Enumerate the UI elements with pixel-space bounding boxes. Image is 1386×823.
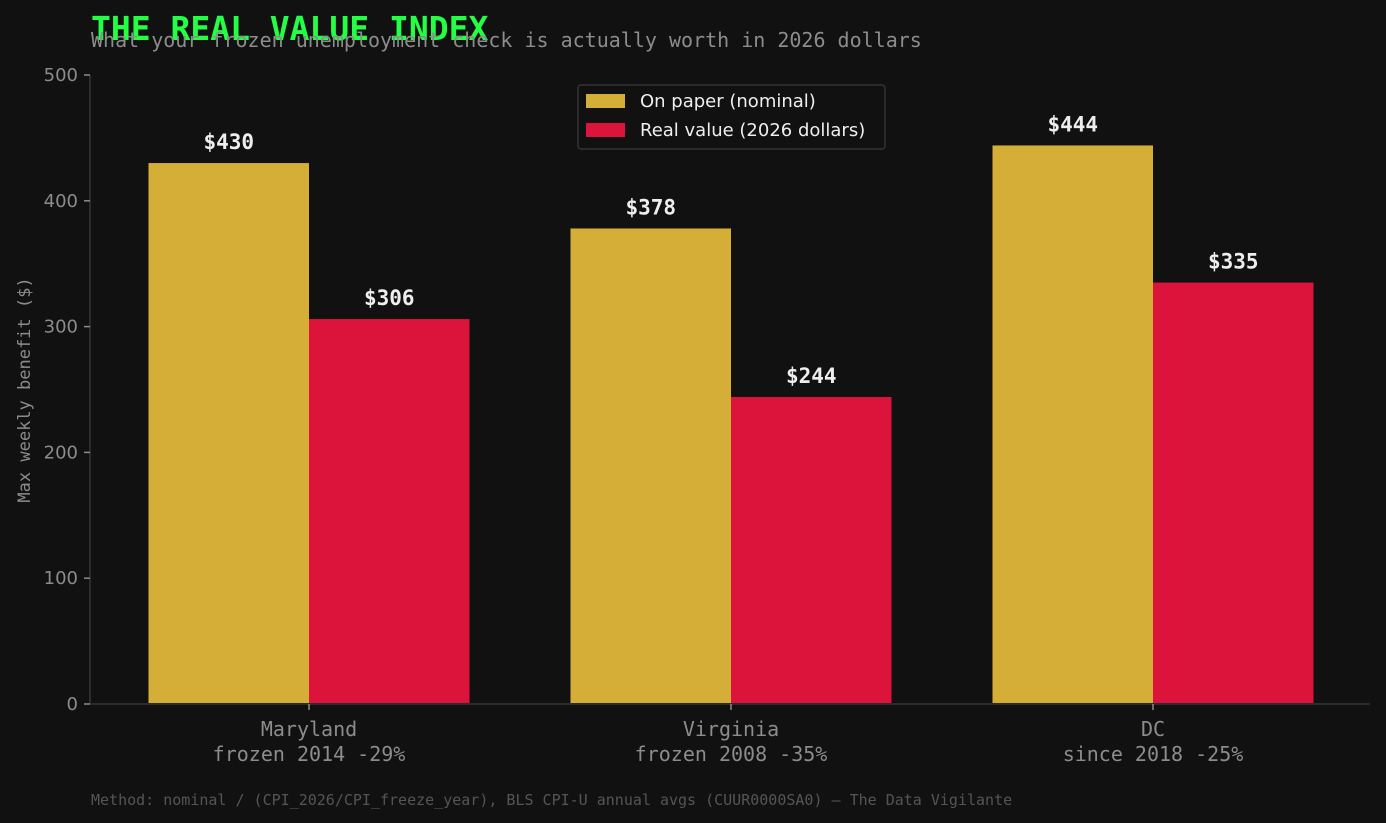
- y-tick-label: 500: [44, 65, 78, 86]
- x-tick-label-line: Virginia: [683, 717, 779, 741]
- bar-nominal-1: [570, 228, 731, 704]
- value-label-real-0: $306: [364, 286, 415, 310]
- legend-entry-nominal: On paper (nominal): [640, 91, 816, 112]
- bars-layer: [148, 145, 1314, 704]
- legend: On paper (nominal) Real value (2026 doll…: [577, 84, 886, 150]
- bar-nominal-0: [148, 163, 309, 704]
- value-label-nominal-2: $444: [1047, 112, 1098, 136]
- y-tick-label: 200: [44, 442, 78, 463]
- y-tick-label: 0: [67, 694, 78, 715]
- chart-subtitle: What your frozen unemployment check is a…: [91, 28, 922, 52]
- chart-title: THE REAL VALUE INDEX: [91, 9, 488, 48]
- x-tick-label-line: Maryland: [261, 717, 357, 741]
- axes-layer: 0 100 200 300 400 500 Maryland frozen 2014 -29%…: [44, 65, 1370, 766]
- legend-swatch-real: [586, 123, 625, 137]
- x-tick-label-line: frozen 2008 -35%: [635, 742, 828, 766]
- x-tick-label-line: DC: [1141, 717, 1165, 741]
- x-tick-label: Maryland frozen 2014 -29%: [213, 717, 406, 766]
- x-tick-label-line: frozen 2014 -29%: [213, 742, 406, 766]
- x-tick-label: DC since 2018 -25%: [1063, 717, 1244, 766]
- value-label-real-1: $244: [786, 364, 837, 388]
- value-labels-layer: $430 $378 $444 $306 $244 $335: [203, 112, 1258, 388]
- y-tick-label: 100: [44, 568, 78, 589]
- legend-frame: [577, 84, 886, 150]
- y-tick-label: 300: [44, 317, 78, 338]
- method-footnote: Method: nominal / (CPI_2026/CPI_freeze_y…: [91, 791, 1012, 809]
- value-label-real-2: $335: [1208, 250, 1259, 274]
- y-axis-label: Max weekly benefit ($): [15, 277, 35, 502]
- bar-nominal-2: [992, 145, 1153, 704]
- y-tick-label: 400: [44, 191, 78, 212]
- legend-entry-real: Real value (2026 dollars): [640, 120, 865, 141]
- value-label-nominal-1: $378: [625, 195, 676, 219]
- value-label-nominal-0: $430: [203, 130, 254, 154]
- bar-real-2: [1153, 282, 1314, 704]
- legend-swatch-nominal: [586, 94, 625, 108]
- bar-real-1: [731, 397, 892, 704]
- bar-real-0: [309, 319, 470, 704]
- x-tick-label: Virginia frozen 2008 -35%: [635, 717, 828, 766]
- x-tick-label-line: since 2018 -25%: [1063, 742, 1244, 766]
